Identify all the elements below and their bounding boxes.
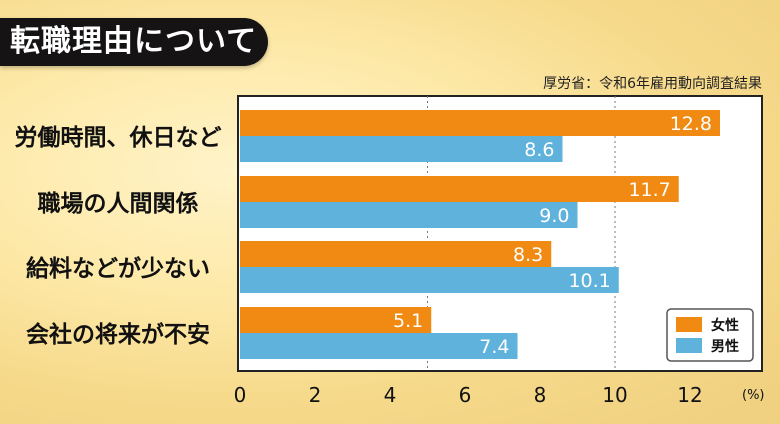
bar-male bbox=[240, 333, 518, 359]
chart-title: 転職理由について bbox=[10, 24, 258, 59]
data-label: 5.1 bbox=[393, 310, 423, 332]
x-tick-label: 4 bbox=[384, 383, 397, 407]
x-tick-label: 10 bbox=[602, 383, 627, 407]
legend-label: 女性 bbox=[711, 317, 739, 334]
bar-male bbox=[240, 202, 578, 228]
data-label: 9.0 bbox=[539, 205, 569, 227]
category-label: 職場の人間関係 bbox=[38, 190, 199, 217]
data-label: 10.1 bbox=[568, 270, 610, 292]
data-label: 12.8 bbox=[670, 113, 712, 135]
data-label: 8.6 bbox=[524, 139, 554, 161]
legend-swatch-male bbox=[676, 338, 702, 353]
category-label: 労働時間、休日など bbox=[15, 124, 222, 151]
source-note: 厚労省：令和6年雇用動向調査結果 bbox=[543, 76, 762, 92]
bar-female bbox=[240, 307, 432, 333]
x-tick-label: 0 bbox=[234, 383, 247, 407]
legend-box bbox=[666, 308, 754, 362]
x-tick-label: 6 bbox=[459, 383, 472, 407]
data-label: 7.4 bbox=[479, 336, 509, 358]
category-label: 給料などが少ない bbox=[26, 255, 210, 282]
bar-male bbox=[240, 136, 563, 162]
x-unit-label: (%) bbox=[742, 388, 765, 403]
x-tick-label: 8 bbox=[534, 383, 547, 407]
x-tick-label: 2 bbox=[309, 383, 322, 407]
bar-female bbox=[240, 241, 552, 267]
data-label: 8.3 bbox=[513, 244, 543, 266]
bar-female bbox=[240, 176, 679, 202]
category-label: 会社の将来が不安 bbox=[26, 321, 210, 348]
bar-female bbox=[240, 110, 720, 136]
data-label: 11.7 bbox=[628, 179, 670, 201]
bar-male bbox=[240, 267, 619, 293]
legend-label: 男性 bbox=[711, 338, 739, 355]
title-band: 転職理由について bbox=[0, 18, 268, 66]
legend-swatch-female bbox=[676, 317, 702, 332]
x-tick-label: 12 bbox=[677, 383, 702, 407]
